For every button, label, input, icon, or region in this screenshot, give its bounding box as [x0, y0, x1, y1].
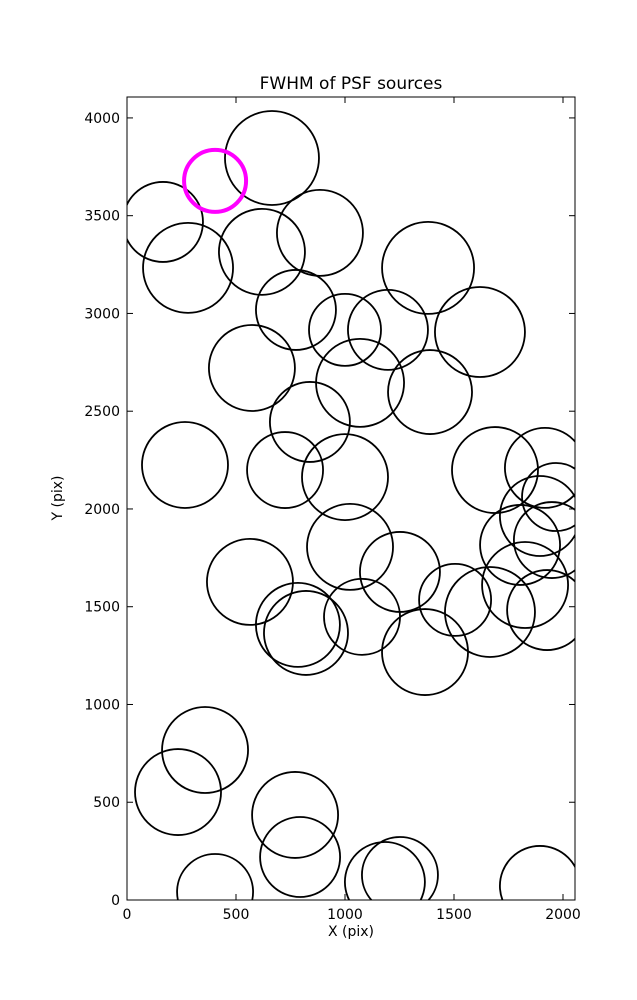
- psf-source-circle: [434, 286, 526, 378]
- psf-circles-layer: [127, 110, 575, 900]
- x-axis-label: X (pix): [327, 924, 375, 940]
- psf-source-circle: [246, 431, 324, 509]
- psf-source-circle: [381, 608, 469, 696]
- x-tick-label: 1500: [436, 907, 472, 923]
- psf-source-circle: [141, 421, 229, 509]
- psf-source-circle: [301, 433, 389, 521]
- psf-source-circle: [521, 462, 575, 532]
- y-tick-label: 1500: [84, 600, 120, 616]
- y-tick-label: 4000: [84, 111, 120, 127]
- psf-source-circle: [176, 853, 254, 900]
- psf-source-circle: [269, 381, 351, 463]
- y-tick-label: 500: [93, 795, 120, 811]
- psf-source-circle: [381, 220, 475, 315]
- psf-source-circle: [208, 324, 296, 412]
- psf-source-circle: [306, 502, 394, 591]
- psf-source-circle: [255, 582, 341, 668]
- psf-source-circle: [218, 207, 306, 296]
- x-tick-label: 500: [223, 907, 250, 923]
- psf-source-circle: [315, 337, 405, 428]
- psf-source-circle: [308, 292, 382, 367]
- psf-source-circle: [224, 110, 320, 206]
- psf-source-circle: [347, 288, 429, 371]
- x-tick-label: 2000: [545, 907, 581, 923]
- psf-source-circle: [499, 845, 575, 900]
- psf-source-circle: [499, 475, 575, 557]
- psf-source-circle: [418, 562, 492, 637]
- psf-source-circle: [344, 841, 426, 900]
- y-tick-label: 3000: [84, 306, 120, 322]
- psf-source-circle: [251, 771, 339, 859]
- psf-source-circle: [444, 566, 536, 658]
- x-tick-label: 0: [123, 907, 132, 923]
- highlighted-psf-source-circle: [182, 147, 249, 214]
- psf-source-circle: [513, 501, 575, 579]
- psf-source-circle: [323, 577, 401, 656]
- psf-source-circle: [259, 816, 341, 898]
- psf-source-circle: [161, 706, 249, 794]
- psf-source-circle: [387, 349, 473, 435]
- psf-source-circle: [506, 569, 575, 651]
- psf-source-circle: [206, 537, 294, 626]
- y-tick-label: 0: [111, 893, 120, 909]
- y-tick-label: 2500: [84, 404, 120, 420]
- psf-source-circle: [255, 269, 337, 351]
- psf-source-circle: [481, 541, 569, 629]
- psf-source-circle: [263, 590, 349, 676]
- axes-spines: [126, 96, 576, 901]
- psf-source-circle: [127, 181, 204, 263]
- psf-source-circle: [361, 836, 439, 900]
- psf-source-circle: [134, 748, 222, 836]
- y-tick-label: 1000: [84, 697, 120, 713]
- psf-source-circle: [479, 504, 561, 586]
- psf-source-circle: [142, 221, 234, 314]
- x-tick-label: 1000: [327, 907, 363, 923]
- chart-title: FWHM of PSF sources: [259, 74, 443, 94]
- y-tick-label: 2000: [84, 502, 120, 518]
- psf-source-circle: [504, 427, 575, 509]
- psf-source-circle: [276, 188, 364, 277]
- psf-source-circle: [451, 426, 539, 514]
- y-tick-label: 3500: [84, 209, 120, 225]
- psf-source-circle: [359, 531, 441, 613]
